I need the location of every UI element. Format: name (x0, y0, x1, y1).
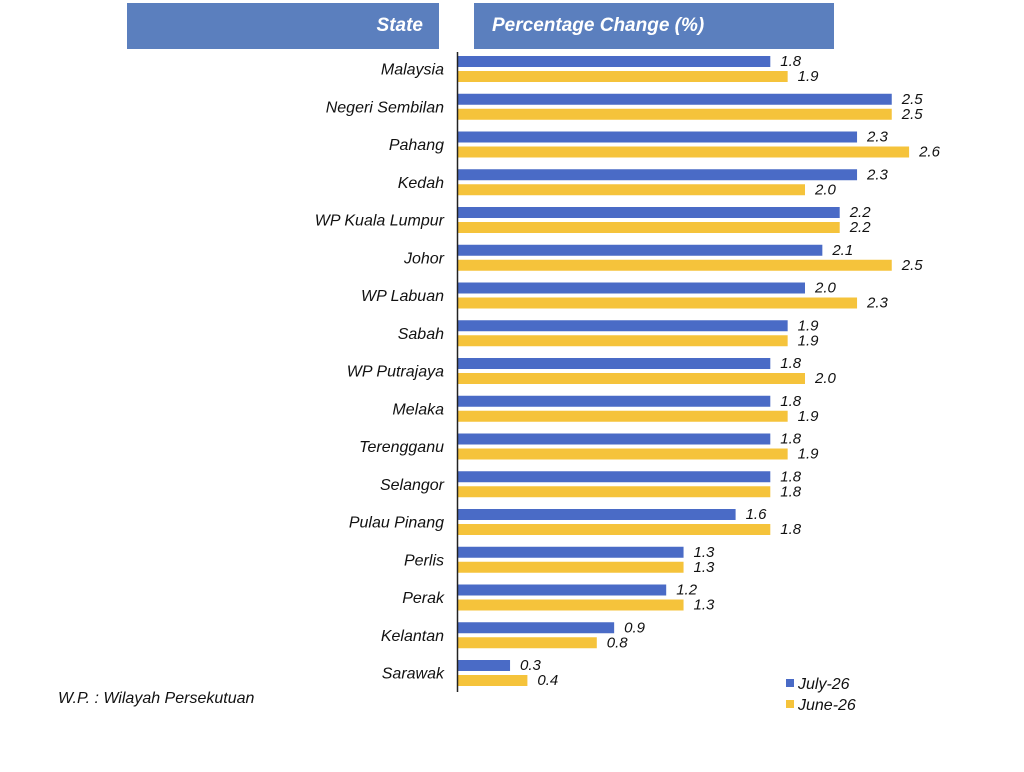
category-label-johor: Johor (403, 250, 445, 267)
data-label-july-26-wp-kuala-lumpur: 2.2 (849, 204, 872, 221)
data-label-june-26-kedah: 2.0 (814, 181, 837, 198)
bar-june-26-selangor (458, 486, 771, 498)
bar-july-26-terengganu (458, 433, 771, 445)
data-label-july-26-sabah: 1.9 (798, 317, 820, 334)
category-label-melaka: Melaka (392, 401, 444, 418)
data-label-july-26-sarawak: 0.3 (520, 657, 542, 674)
data-label-july-26-melaka: 1.8 (780, 393, 802, 410)
data-label-june-26-kelantan: 0.8 (607, 634, 629, 651)
data-label-july-26-terengganu: 1.8 (780, 431, 802, 448)
data-label-june-26-wp-putrajaya: 2.0 (814, 370, 837, 387)
data-label-june-26-pahang: 2.6 (918, 144, 941, 161)
data-label-june-26-perak: 1.3 (694, 597, 716, 614)
bar-june-26-pahang (458, 146, 910, 158)
data-label-june-26-sarawak: 0.4 (537, 672, 558, 689)
data-label-june-26-pulau-pinang: 1.8 (780, 521, 802, 538)
category-label-terengganu: Terengganu (359, 439, 444, 456)
legend-label-june-26: June-26 (797, 697, 856, 714)
data-label-july-26-pulau-pinang: 1.6 (746, 506, 768, 523)
bar-july-26-pahang (458, 131, 858, 143)
bar-july-26-sabah (458, 320, 788, 332)
bar-july-26-wp-kuala-lumpur (458, 207, 840, 218)
category-label-selangor: Selangor (380, 477, 445, 494)
legend-swatch-june-26 (786, 700, 794, 708)
data-label-july-26-perak: 1.2 (676, 582, 698, 599)
category-label-perak: Perak (402, 590, 445, 607)
category-label-perlis: Perlis (404, 552, 444, 569)
category-label-pulau-pinang: Pulau Pinang (349, 515, 444, 532)
bar-june-26-terengganu (458, 448, 788, 460)
data-label-july-26-malaysia: 1.8 (780, 53, 802, 70)
category-label-negeri-sembilan: Negeri Sembilan (326, 99, 444, 116)
bar-july-26-johor (458, 244, 823, 256)
bar-june-26-kedah (458, 184, 805, 196)
category-label-sabah: Sabah (398, 326, 444, 343)
data-label-june-26-wp-labuan: 2.3 (866, 295, 889, 312)
bar-july-26-negeri-sembilan (458, 93, 892, 105)
bar-june-26-wp-labuan (458, 297, 858, 309)
state-column-header: State (127, 3, 439, 49)
data-label-july-26-pahang: 2.3 (866, 129, 889, 146)
bar-july-26-kedah (458, 169, 858, 181)
bar-june-26-johor (458, 259, 892, 271)
bar-june-26-malaysia (458, 71, 788, 82)
bar-july-26-pulau-pinang (458, 509, 736, 520)
data-label-june-26-sabah: 1.9 (798, 332, 820, 349)
bar-june-26-wp-putrajaya (458, 373, 805, 384)
data-label-june-26-negeri-sembilan: 2.5 (901, 106, 924, 123)
data-label-july-26-wp-labuan: 2.0 (814, 280, 837, 297)
bar-june-26-melaka (458, 410, 788, 422)
legend-label-july-26: July-26 (797, 676, 850, 693)
data-label-july-26-selangor: 1.8 (780, 468, 802, 485)
data-label-june-26-wp-kuala-lumpur: 2.2 (849, 219, 872, 236)
data-label-july-26-johor: 2.1 (831, 242, 853, 259)
category-label-pahang: Pahang (389, 137, 444, 154)
bar-june-26-sabah (458, 335, 788, 347)
data-label-july-26-negeri-sembilan: 2.5 (901, 91, 924, 108)
category-label-kedah: Kedah (398, 175, 444, 192)
percentage-change-column-header: Percentage Change (%) (474, 3, 834, 49)
legend-swatch-july-26 (786, 679, 794, 687)
data-label-june-26-johor: 2.5 (901, 257, 924, 274)
data-label-july-26-kedah: 2.3 (866, 166, 889, 183)
bar-july-26-kelantan (458, 622, 615, 634)
category-label-wp-kuala-lumpur: WP Kuala Lumpur (315, 213, 445, 230)
bar-june-26-sarawak (458, 675, 528, 686)
category-label-wp-labuan: WP Labuan (361, 288, 444, 305)
category-label-sarawak: Sarawak (382, 666, 445, 683)
footnote: W.P. : Wilayah Persekutuan (58, 690, 255, 707)
category-label-wp-putrajaya: WP Putrajaya (347, 364, 444, 381)
data-label-june-26-perlis: 1.3 (694, 559, 716, 576)
bar-july-26-selangor (458, 471, 771, 483)
bar-june-26-perlis (458, 561, 684, 573)
bar-july-26-melaka (458, 395, 771, 407)
data-label-july-26-wp-putrajaya: 1.8 (780, 355, 802, 372)
bar-june-26-pulau-pinang (458, 524, 771, 535)
bar-june-26-negeri-sembilan (458, 108, 892, 120)
bar-july-26-malaysia (458, 56, 771, 67)
bar-june-26-kelantan (458, 637, 597, 649)
bar-july-26-wp-putrajaya (458, 358, 771, 369)
data-label-july-26-perlis: 1.3 (694, 544, 716, 561)
bar-july-26-wp-labuan (458, 282, 805, 294)
data-label-june-26-malaysia: 1.9 (798, 68, 820, 85)
data-label-july-26-kelantan: 0.9 (624, 619, 646, 636)
bar-june-26-perak (458, 599, 684, 611)
bar-july-26-perlis (458, 546, 684, 558)
data-label-june-26-terengganu: 1.9 (798, 446, 820, 463)
bar-july-26-perak (458, 584, 667, 596)
bar-june-26-wp-kuala-lumpur (458, 222, 840, 233)
category-label-kelantan: Kelantan (381, 628, 444, 645)
category-label-malaysia: Malaysia (381, 62, 444, 79)
data-label-june-26-melaka: 1.9 (798, 408, 820, 425)
data-label-june-26-selangor: 1.8 (780, 483, 802, 500)
bar-july-26-sarawak (458, 660, 511, 671)
